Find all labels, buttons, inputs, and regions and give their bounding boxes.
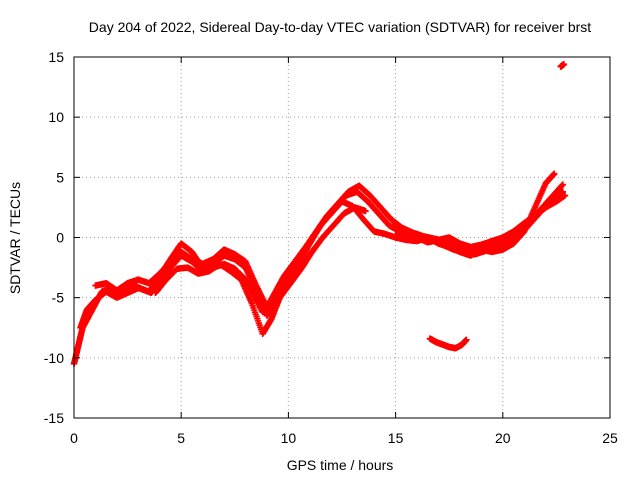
x-tick-label: 25 bbox=[602, 430, 618, 446]
data-point bbox=[560, 61, 568, 68]
series-track-b bbox=[77, 181, 567, 331]
chart-title: Day 204 of 2022, Sidereal Day-to-day VTE… bbox=[89, 19, 591, 35]
x-tick-label: 10 bbox=[281, 430, 297, 446]
x-tick-label: 0 bbox=[70, 430, 78, 446]
data-point bbox=[558, 182, 566, 189]
tick-labels: 0 5 10 15 20 25 -15 -10 -5 0 5 10 15 bbox=[44, 49, 618, 446]
data-point bbox=[551, 170, 558, 177]
y-tick-label: -10 bbox=[44, 350, 64, 366]
data-point bbox=[561, 192, 569, 199]
series-track-d bbox=[152, 204, 369, 337]
series-track-c bbox=[92, 182, 567, 311]
grid-lines bbox=[74, 57, 610, 418]
x-tick-label: 20 bbox=[495, 430, 511, 446]
y-tick-label: -5 bbox=[52, 290, 65, 306]
x-tick-label: 5 bbox=[177, 430, 185, 446]
y-tick-label: -15 bbox=[44, 410, 64, 426]
data-point bbox=[362, 207, 369, 215]
series-track-a bbox=[70, 170, 558, 368]
data-points bbox=[70, 61, 569, 368]
series-low-segment bbox=[426, 335, 470, 352]
y-tick-label: 15 bbox=[48, 49, 64, 65]
axis-ticks bbox=[73, 56, 611, 419]
y-tick-label: 10 bbox=[48, 109, 64, 125]
x-tick-label: 15 bbox=[388, 430, 404, 446]
data-point bbox=[559, 181, 567, 188]
series-track-e bbox=[392, 192, 569, 251]
y-tick-label: 5 bbox=[56, 169, 64, 185]
y-tick-label: 0 bbox=[56, 230, 64, 246]
series-outlier bbox=[557, 61, 568, 70]
y-axis-label: SDTVAR / TECUs bbox=[7, 182, 23, 294]
data-point bbox=[463, 336, 470, 343]
x-axis-label: GPS time / hours bbox=[287, 457, 394, 473]
